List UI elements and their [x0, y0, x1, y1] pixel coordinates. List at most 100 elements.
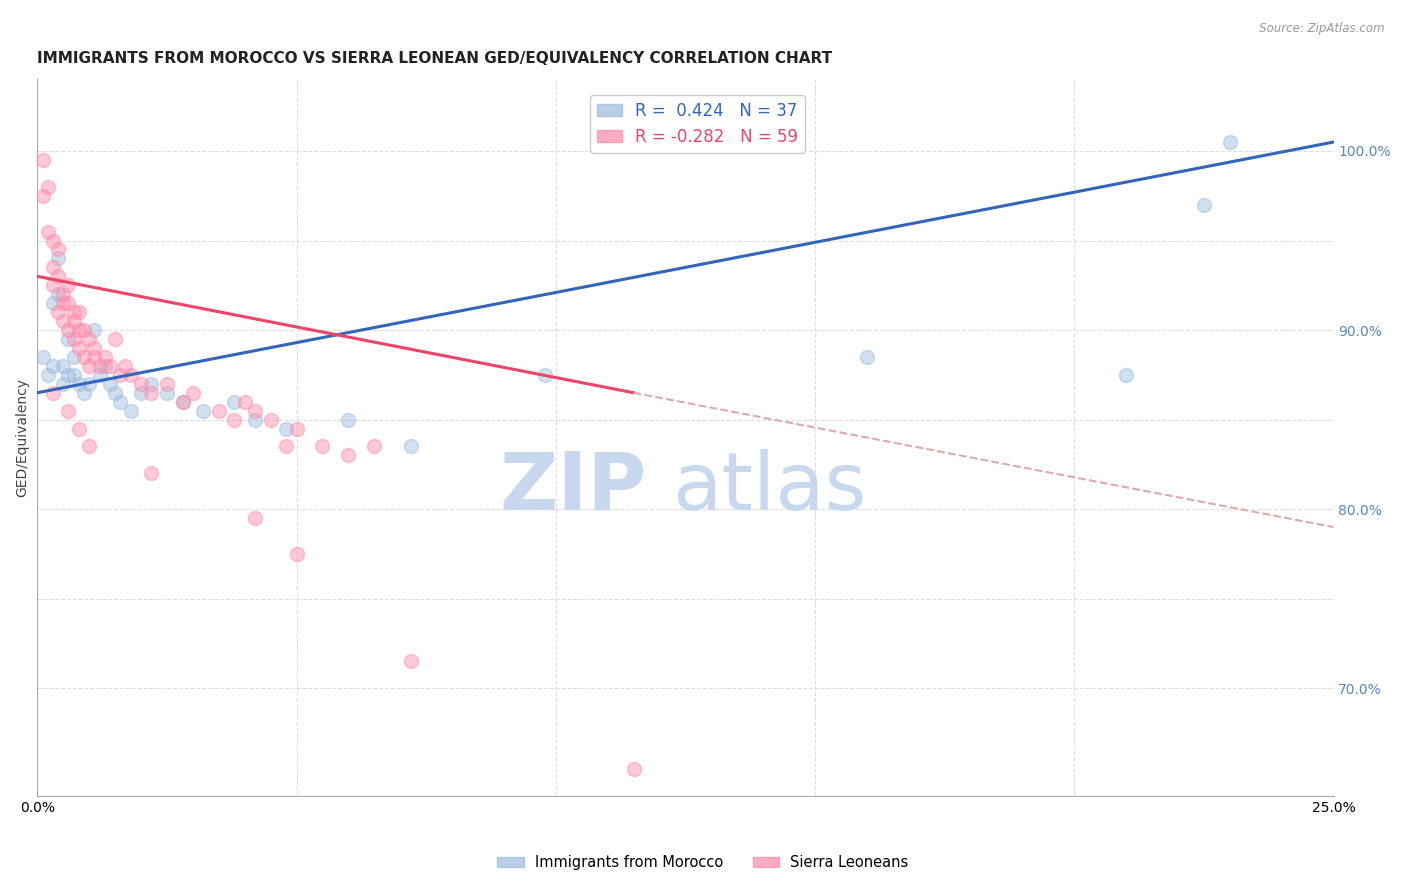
Point: [285, 547, 308, 561]
Point: [363, 440, 385, 454]
Point: [83, 323, 105, 337]
Point: [31, 153, 53, 167]
Point: [120, 403, 142, 417]
Point: [62, 368, 84, 382]
Point: [62, 350, 84, 364]
Point: [83, 341, 105, 355]
Point: [141, 467, 163, 481]
Point: [623, 762, 645, 776]
Point: [46, 243, 69, 257]
Point: [259, 412, 281, 426]
Point: [114, 359, 136, 373]
Point: [58, 332, 80, 346]
Point: [120, 368, 142, 382]
Point: [67, 341, 90, 355]
Point: [67, 376, 90, 391]
Point: [58, 368, 80, 382]
Point: [1115, 368, 1137, 382]
Text: ZIP: ZIP: [499, 449, 647, 526]
Point: [37, 179, 59, 194]
Text: atlas: atlas: [672, 449, 868, 526]
Point: [156, 385, 179, 400]
Point: [285, 421, 308, 435]
Legend: R =  0.424   N = 37, R = -0.282   N = 59: R = 0.424 N = 37, R = -0.282 N = 59: [591, 95, 804, 153]
Point: [62, 332, 84, 346]
Point: [129, 376, 152, 391]
Point: [534, 368, 557, 382]
Point: [243, 511, 266, 525]
Point: [156, 376, 179, 391]
Point: [46, 305, 69, 319]
Point: [93, 359, 115, 373]
Point: [243, 403, 266, 417]
Point: [67, 323, 90, 337]
Point: [98, 376, 121, 391]
Point: [98, 359, 121, 373]
Point: [58, 403, 80, 417]
Point: [77, 332, 100, 346]
Point: [42, 260, 65, 275]
Point: [42, 234, 65, 248]
Point: [89, 368, 111, 382]
Point: [62, 305, 84, 319]
Point: [31, 188, 53, 202]
Point: [42, 278, 65, 293]
Point: [399, 654, 422, 668]
Point: [58, 296, 80, 310]
Point: [83, 350, 105, 364]
Point: [31, 350, 53, 364]
Point: [1219, 135, 1241, 149]
Point: [73, 350, 96, 364]
Text: Source: ZipAtlas.com: Source: ZipAtlas.com: [1260, 22, 1385, 36]
Point: [224, 394, 246, 409]
Point: [46, 287, 69, 301]
Point: [67, 421, 90, 435]
Point: [276, 440, 298, 454]
Legend: Immigrants from Morocco, Sierra Leoneans: Immigrants from Morocco, Sierra Leoneans: [492, 849, 914, 876]
Point: [58, 323, 80, 337]
Point: [129, 385, 152, 400]
Point: [172, 394, 194, 409]
Point: [141, 376, 163, 391]
Point: [93, 350, 115, 364]
Point: [399, 440, 422, 454]
Point: [856, 350, 879, 364]
Point: [104, 332, 127, 346]
Point: [243, 412, 266, 426]
Point: [52, 376, 75, 391]
Point: [77, 376, 100, 391]
Point: [77, 440, 100, 454]
Point: [37, 225, 59, 239]
Point: [276, 421, 298, 435]
Point: [42, 385, 65, 400]
Point: [67, 305, 90, 319]
Point: [52, 296, 75, 310]
Point: [224, 412, 246, 426]
Point: [181, 385, 204, 400]
Point: [52, 314, 75, 328]
Y-axis label: GED/Equivalency: GED/Equivalency: [15, 378, 30, 497]
Point: [77, 359, 100, 373]
Point: [42, 359, 65, 373]
Point: [73, 323, 96, 337]
Point: [172, 394, 194, 409]
Point: [46, 269, 69, 284]
Point: [110, 394, 132, 409]
Point: [208, 403, 231, 417]
Point: [89, 359, 111, 373]
Point: [110, 368, 132, 382]
Point: [52, 359, 75, 373]
Point: [193, 403, 215, 417]
Point: [104, 385, 127, 400]
Point: [42, 296, 65, 310]
Point: [46, 252, 69, 266]
Text: IMMIGRANTS FROM MOROCCO VS SIERRA LEONEAN GED/EQUIVALENCY CORRELATION CHART: IMMIGRANTS FROM MOROCCO VS SIERRA LEONEA…: [38, 51, 832, 66]
Point: [141, 385, 163, 400]
Point: [62, 314, 84, 328]
Point: [1192, 197, 1215, 211]
Point: [37, 368, 59, 382]
Point: [73, 385, 96, 400]
Point: [337, 412, 360, 426]
Point: [233, 394, 256, 409]
Point: [58, 278, 80, 293]
